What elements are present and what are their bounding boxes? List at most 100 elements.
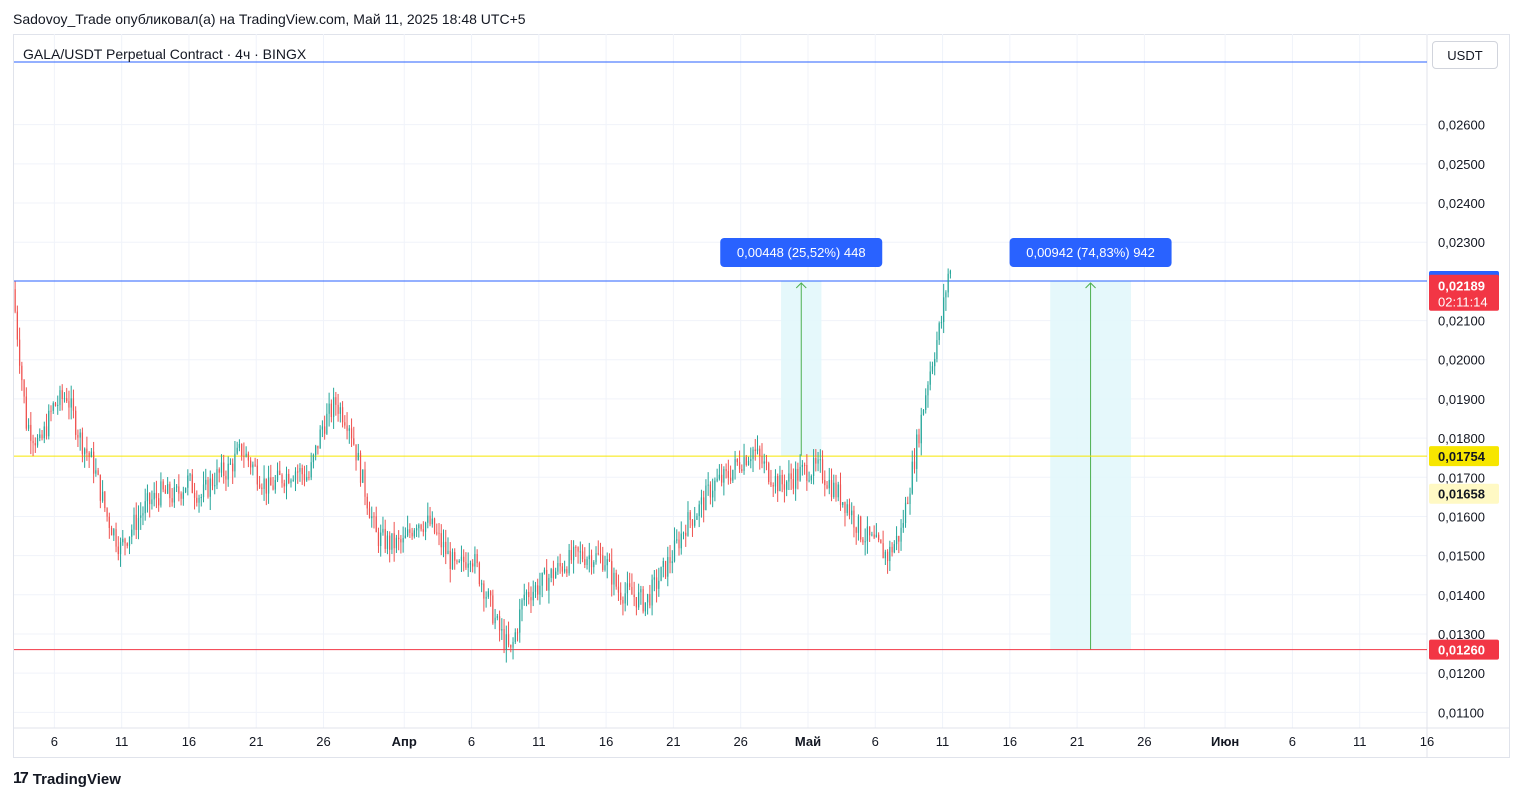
candle-body — [792, 479, 795, 489]
candle-body — [570, 550, 572, 561]
candle-body — [512, 641, 514, 648]
candle-body — [646, 594, 649, 603]
tradingview-logo[interactable]: 17 TradingView — [13, 770, 121, 788]
candle-body — [806, 464, 808, 481]
time-tick-label: 11 — [532, 734, 546, 749]
candle-body — [404, 535, 406, 538]
candle-body — [93, 451, 95, 474]
candle-body — [640, 589, 642, 593]
candle-body — [828, 479, 830, 489]
candle-body — [940, 322, 943, 324]
candle-body — [579, 551, 581, 553]
candle-body — [113, 529, 115, 536]
candle-body — [142, 513, 144, 516]
candle-body — [667, 557, 669, 577]
candle-body — [409, 529, 411, 533]
candle-body — [655, 577, 658, 589]
candle-body — [256, 465, 258, 485]
candle-body — [572, 546, 575, 561]
candle-body — [853, 510, 855, 528]
candle-body — [90, 451, 92, 458]
candle-body — [925, 395, 927, 410]
candle-body — [703, 497, 705, 511]
candle-body — [857, 516, 860, 533]
candle-body — [732, 469, 734, 481]
candle-body — [496, 616, 498, 618]
candle-body — [117, 546, 119, 555]
candle-body — [68, 401, 70, 408]
candle-body — [532, 591, 534, 601]
candle-body — [642, 589, 644, 612]
candle-body — [364, 469, 366, 497]
candle-body — [494, 617, 496, 624]
candle-body — [721, 474, 723, 483]
candle-body — [115, 529, 117, 547]
candle-body — [929, 371, 931, 385]
candle-body — [184, 487, 187, 493]
measure-arrowhead — [795, 282, 807, 289]
candle-body — [350, 428, 353, 439]
candle-body — [23, 380, 25, 397]
candle-body — [615, 572, 617, 587]
candle-body — [691, 519, 694, 526]
chart-frame — [13, 34, 1510, 758]
candle-body — [819, 459, 821, 461]
candle-body — [463, 556, 465, 563]
price-tick-label: 0,01500 — [1438, 549, 1485, 564]
candle-body — [653, 577, 655, 580]
candle-body — [864, 541, 866, 543]
candle-body — [505, 634, 507, 650]
candle-body — [380, 532, 382, 547]
candle-body — [75, 410, 77, 435]
candle-body — [126, 543, 128, 546]
candle-body — [140, 515, 142, 518]
time-tick-label: 6 — [872, 734, 879, 749]
candle-body — [359, 452, 362, 483]
candle-body — [193, 492, 196, 498]
candle-body — [348, 428, 350, 431]
candle-body — [202, 484, 205, 498]
candle-body — [265, 478, 267, 494]
time-tick-label: 16 — [1003, 734, 1017, 749]
candle-body — [552, 569, 555, 579]
candle-body — [467, 563, 469, 568]
candle-body — [617, 586, 620, 593]
time-tick-label: 21 — [666, 734, 680, 749]
candle-body — [353, 438, 355, 445]
time-tick-label: 11 — [115, 734, 129, 749]
candle-body — [566, 569, 568, 574]
candle-body — [299, 468, 301, 472]
candle-body — [546, 569, 548, 591]
candle-body — [920, 414, 922, 444]
currency-button[interactable]: USDT — [1432, 41, 1498, 69]
candle-body — [413, 530, 415, 537]
candle-body — [673, 540, 676, 562]
candle-body — [104, 491, 106, 509]
candle-body — [631, 586, 633, 595]
candle-body — [541, 572, 543, 586]
candle-body — [407, 529, 409, 536]
candle-body — [39, 434, 41, 438]
candle-body — [555, 571, 557, 579]
candle-body — [878, 534, 880, 540]
candle-body — [162, 481, 164, 490]
candle-body — [77, 434, 79, 438]
candle-body — [151, 499, 153, 505]
candle-body — [95, 470, 97, 474]
price-tick-label: 0,01700 — [1438, 470, 1485, 485]
candle-body — [21, 365, 23, 381]
time-tick-label: 26 — [733, 734, 747, 749]
candle-body — [395, 537, 398, 549]
candle-body — [590, 555, 593, 568]
candle-body — [644, 602, 646, 612]
candle-body — [476, 554, 478, 564]
candle-body — [180, 493, 182, 499]
candle-body — [375, 516, 377, 533]
candle-body — [595, 553, 597, 563]
candle-body — [312, 454, 315, 463]
candle-body — [16, 311, 18, 340]
candle-body — [817, 459, 819, 464]
candle-body — [368, 508, 371, 519]
candle-body — [586, 559, 588, 565]
